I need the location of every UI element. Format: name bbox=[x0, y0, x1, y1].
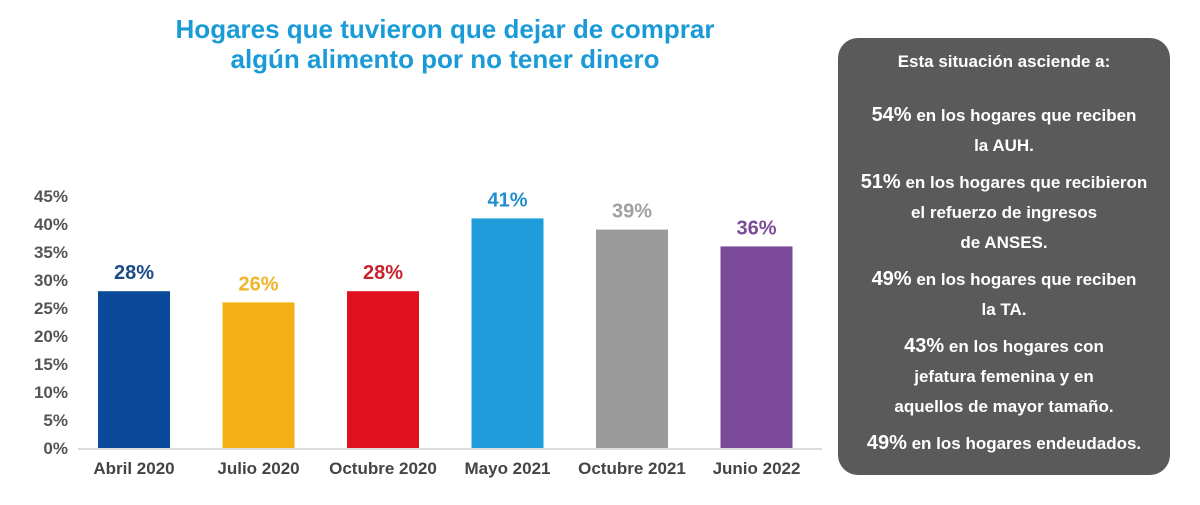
panel-item-pct: 49% bbox=[866, 432, 907, 454]
x-tick-label: Abril 2020 bbox=[93, 459, 174, 478]
bar bbox=[471, 218, 544, 448]
chart-title-line: Hogares que tuvieron que dejar de compra… bbox=[175, 14, 715, 44]
bar bbox=[596, 229, 668, 448]
bar bbox=[98, 291, 170, 448]
y-tick-label: 35% bbox=[34, 243, 68, 262]
panel-item-text: en los hogares con jefatura femenina y e… bbox=[894, 337, 1114, 416]
panel-item-text: en los hogares que reciben la AUH. bbox=[916, 106, 1137, 155]
y-tick-label: 25% bbox=[34, 299, 68, 318]
x-tick-label: Octubre 2021 bbox=[578, 459, 686, 478]
panel-item-text: en los hogares que recibieron el refuerz… bbox=[905, 173, 1148, 252]
data-label: 36% bbox=[736, 217, 776, 239]
chart-title: Hogares que tuvieron que dejar de compra… bbox=[95, 14, 795, 74]
x-tick-label: Mayo 2021 bbox=[465, 459, 551, 478]
y-tick-label: 45% bbox=[34, 187, 68, 206]
panel-item-pct: 49% bbox=[871, 268, 912, 290]
chart-title-line: algún alimento por no tener dinero bbox=[230, 44, 660, 74]
bar bbox=[347, 291, 419, 448]
summary-panel: Esta situación asciende a: 54% en los ho… bbox=[838, 38, 1170, 475]
panel-item: 54% en los hogares que reciben la AUH. bbox=[838, 100, 1170, 161]
data-label: 28% bbox=[363, 262, 403, 284]
panel-item: 49% en los hogares endeudados. bbox=[838, 428, 1170, 459]
bar bbox=[720, 246, 793, 448]
x-tick-label: Octubre 2020 bbox=[329, 459, 437, 478]
x-tick-label: Julio 2020 bbox=[217, 459, 299, 478]
x-tick-label: Junio 2022 bbox=[713, 459, 801, 478]
panel-header: Esta situación asciende a: bbox=[897, 52, 1111, 71]
data-label: 39% bbox=[612, 201, 652, 223]
panel-item-text: en los hogares que reciben la TA. bbox=[916, 270, 1137, 319]
panel-item: 49% en los hogares que reciben la TA. bbox=[838, 264, 1170, 325]
y-tick-label: 10% bbox=[34, 383, 68, 402]
y-tick-label: 15% bbox=[34, 355, 68, 374]
panel-item-pct: 54% bbox=[871, 104, 912, 126]
bar bbox=[222, 302, 295, 448]
y-tick-label: 20% bbox=[34, 327, 68, 346]
bar-chart: 0% 5% 10% 15% 20% 25% 30% 35% 40% 45% 28% Abril 202… bbox=[34, 187, 822, 478]
panel-item-pct: 51% bbox=[860, 171, 901, 193]
y-tick-label: 5% bbox=[43, 411, 68, 430]
panel-item: 43% en los hogares con jefatura femenina… bbox=[838, 331, 1170, 422]
panel-item-pct: 43% bbox=[904, 335, 945, 357]
data-label: 28% bbox=[114, 262, 154, 284]
data-label: 26% bbox=[238, 273, 278, 295]
panel-item: 51% en los hogares que recibieron el ref… bbox=[838, 167, 1170, 258]
panel-item-text: en los hogares endeudados. bbox=[906, 434, 1142, 453]
y-tick-label: 30% bbox=[34, 271, 68, 290]
data-label: 41% bbox=[487, 189, 527, 211]
y-tick-label: 40% bbox=[34, 215, 68, 234]
y-tick-label: 0% bbox=[43, 439, 68, 458]
